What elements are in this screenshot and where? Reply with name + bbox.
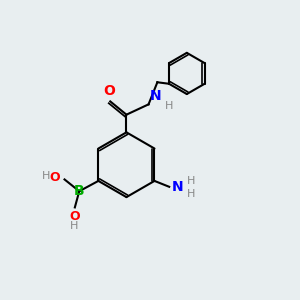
Text: H: H [187,189,195,199]
Text: N: N [150,89,162,103]
Text: B: B [74,184,85,198]
Text: H: H [70,221,78,231]
Text: O: O [103,85,115,98]
Text: O: O [50,172,60,184]
Text: H: H [187,176,195,186]
Text: H: H [165,101,173,111]
Text: O: O [70,210,80,224]
Text: N: N [172,180,184,194]
Text: H: H [41,171,50,181]
